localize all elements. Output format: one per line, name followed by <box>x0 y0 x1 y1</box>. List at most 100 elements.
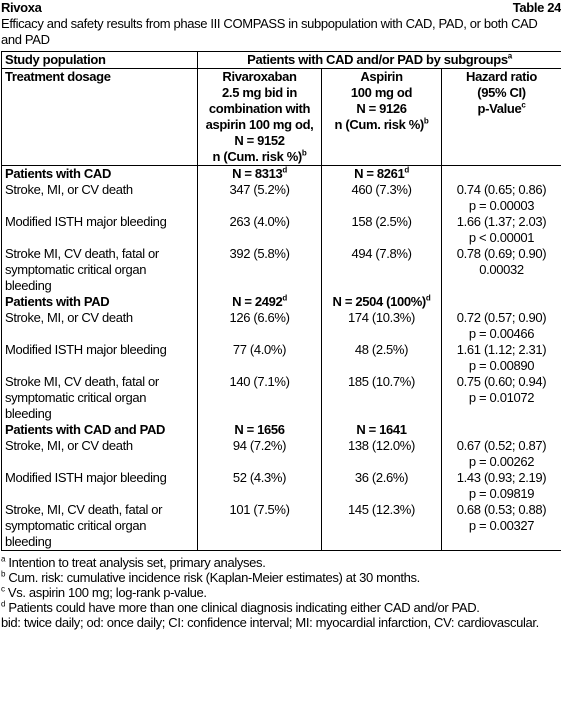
row-label: Stroke MI, CV death, fatal or symptomati… <box>1 246 198 294</box>
footnote-mark: d <box>282 293 287 303</box>
data-row: Stroke, MI, or CV death 94 (7.2%) 138 (12.… <box>1 438 562 470</box>
cell: 263 (4.0%) <box>197 214 322 246</box>
text: p-Value <box>477 101 522 116</box>
footnote-mark: c <box>521 100 526 110</box>
group-n: N = 1656 <box>197 422 322 438</box>
p-value: p = 0.00327 <box>468 518 535 533</box>
hazard-ratio: 1.61 (1.12; 2.31) <box>456 342 547 357</box>
footnote-mark: d <box>425 293 431 303</box>
cell: 0.72 (0.57; 0.90) p = 0.00466 <box>442 310 562 342</box>
footnote-mark: d <box>1 599 6 609</box>
row-label: Modified ISTH major bleeding <box>1 470 198 502</box>
cell: 0.75 (0.60; 0.94) p = 0.01072 <box>442 374 562 422</box>
cell: 1.66 (1.37; 2.03) p < 0.00001 <box>442 214 562 246</box>
cell: 392 (5.8%) <box>197 246 322 294</box>
footnote-mark: b <box>301 148 307 158</box>
text: N = 8313 <box>232 166 283 181</box>
table-label: Table 24 <box>512 0 561 15</box>
cell: 48 (2.5%) <box>321 342 442 374</box>
text: 100 mg od <box>350 85 413 100</box>
text: N = 1656 <box>234 422 285 437</box>
header-line: 100 mg od <box>325 85 438 101</box>
group-title: Patients with PAD <box>1 294 198 310</box>
text: n (Cum. risk %) <box>212 149 303 164</box>
p-value: p < 0.00001 <box>468 230 535 245</box>
row-label: Modified ISTH major bleeding <box>1 214 198 246</box>
row-label: Modified ISTH major bleeding <box>1 342 198 374</box>
column-header: Aspirin 100 mg od N = 9126 n (Cum. risk %)b <box>321 68 442 166</box>
hazard-ratio: 0.72 (0.57; 0.90) <box>456 310 547 325</box>
cell: 52 (4.3%) <box>197 470 322 502</box>
text: Rivaroxaban <box>222 69 297 84</box>
data-row: Modified ISTH major bleeding 263 (4.0%) 15… <box>1 214 562 246</box>
p-value: 0.00032 <box>479 262 524 277</box>
text: combination with <box>208 101 311 116</box>
cell: 94 (7.2%) <box>197 438 322 470</box>
text: n (Cum. risk %) <box>334 117 425 132</box>
group-title: Patients with CAD and PAD <box>1 422 198 438</box>
header: Rivoxa Table 24 <box>1 0 561 16</box>
text: Patients with CAD and/or PAD by subgroup… <box>247 52 508 67</box>
group-row: Patients with CAD and PAD N = 1656 N = 164… <box>1 422 562 438</box>
header-line: 2.5 mg bid in <box>201 85 318 101</box>
cell: 1.43 (0.93; 2.19) p = 0.09819 <box>442 470 562 502</box>
header-line: N = 9126 <box>325 101 438 117</box>
footnote-mark: b <box>1 569 6 579</box>
data-row: Stroke, MI, CV death, fatal or symptomat… <box>1 502 562 551</box>
column-header: Hazard ratio (95% CI) p-Valuec <box>442 69 562 166</box>
text: (95% CI) <box>477 85 526 100</box>
cell: 158 (2.5%) <box>321 214 442 246</box>
header-row: Treatment dosage Rivaroxaban 2.5 mg bid in… <box>1 68 562 166</box>
cell: 145 (12.3%) <box>321 502 442 551</box>
text: N = 9152 <box>234 133 285 148</box>
footnote: b Cum. risk: cumulative incidence risk (… <box>1 570 561 585</box>
header-line: (95% CI) <box>445 85 558 101</box>
cell: 0.74 (0.65; 0.86) p = 0.00003 <box>442 182 562 214</box>
cell <box>442 294 562 310</box>
cell: 1.61 (1.12; 2.31) p = 0.00890 <box>442 342 562 374</box>
cell: 101 (7.5%) <box>197 502 322 551</box>
text: 2.5 mg bid in <box>222 85 297 100</box>
title: Rivoxa <box>1 0 42 15</box>
cell: 460 (7.3%) <box>321 182 442 214</box>
header-row: Study population Patients with CAD and/or… <box>1 51 561 69</box>
footnote-mark: b <box>423 116 429 126</box>
cell: 0.68 (0.53; 0.88) p = 0.00327 <box>442 502 562 551</box>
footnote-text: Cum. risk: cumulative incidence risk (Ka… <box>8 570 420 585</box>
hazard-ratio: 1.43 (0.93; 2.19) <box>456 470 547 485</box>
group-n: N = 2504 (100%)d <box>321 293 442 310</box>
row-label: Stroke, MI, or CV death <box>1 438 198 470</box>
footnote: a Intention to treat analysis set, prima… <box>1 555 561 570</box>
abbreviations: bid: twice daily; od: once daily; CI: co… <box>1 615 539 630</box>
cell: 185 (10.7%) <box>321 374 442 422</box>
footnotes: a Intention to treat analysis set, prima… <box>1 555 561 630</box>
cell: 347 (5.2%) <box>197 182 322 214</box>
data-row: Modified ISTH major bleeding 52 (4.3%) 36 … <box>1 470 562 502</box>
footnote: d Patients could have more than one clin… <box>1 600 561 615</box>
cell: 138 (12.0%) <box>321 438 442 470</box>
cell: 0.67 (0.52; 0.87) p = 0.00262 <box>442 438 562 470</box>
data-row: Modified ISTH major bleeding 77 (4.0%) 48 … <box>1 342 562 374</box>
hazard-ratio: 0.78 (0.69; 0.90) <box>456 246 547 261</box>
footnote-mark: d <box>404 165 409 175</box>
header-line: Hazard ratio <box>445 69 558 85</box>
text: Aspirin <box>360 69 403 84</box>
p-value: p = 0.00262 <box>468 454 535 469</box>
header-line: Aspirin <box>325 69 438 85</box>
column-header: Study population <box>1 51 198 69</box>
group-n: N = 1641 <box>321 422 442 438</box>
header-line: combination with <box>201 101 318 117</box>
text: N = 2504 (100%) <box>332 294 427 309</box>
data-row: Stroke, MI, or CV death 347 (5.2%) 460 (7.… <box>1 182 562 214</box>
p-value: p = 0.00466 <box>468 326 535 341</box>
hazard-ratio: 0.74 (0.65; 0.86) <box>456 182 547 197</box>
text: N = 9126 <box>356 101 407 116</box>
footnote-mark: d <box>282 165 287 175</box>
row-label: Stroke, MI, or CV death <box>1 310 198 342</box>
cell: 0.78 (0.69; 0.90) 0.00032 <box>442 246 562 294</box>
p-value: p = 0.09819 <box>468 486 535 501</box>
header-line: n (Cum. risk %)b <box>201 149 318 165</box>
p-value: p = 0.00890 <box>468 358 535 373</box>
column-header: Rivaroxaban 2.5 mg bid in combination with… <box>197 68 322 166</box>
